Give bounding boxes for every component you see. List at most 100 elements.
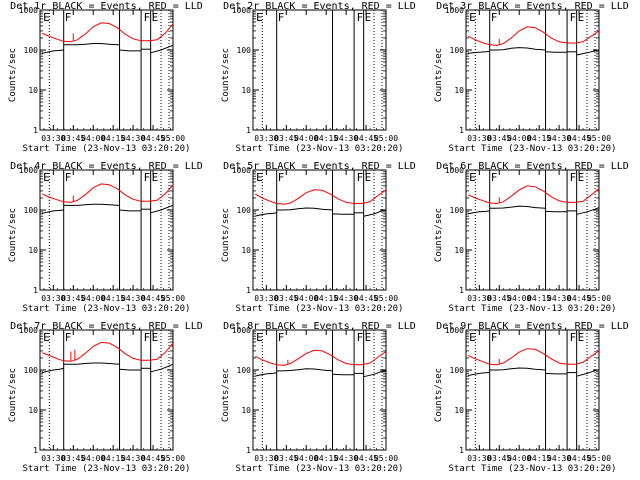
event-marker-label: F <box>65 11 72 24</box>
x-tick-label: 03:30 <box>41 454 65 463</box>
lld-series-line <box>42 341 174 362</box>
event-marker-label: F <box>144 11 151 24</box>
x-tick-label: 04:15 <box>101 134 125 143</box>
detector-panel: Det 9r BLACK = Events, RED = LLD 1 10 100 10… <box>434 321 629 474</box>
event-marker-label: F <box>278 331 285 344</box>
events-series-line <box>42 367 64 374</box>
y-tick-label: 100 <box>450 206 465 215</box>
panel-title: Det 2r BLACK = Events, RED = LLD <box>223 1 416 12</box>
x-tick-label: 04:45 <box>567 134 591 143</box>
event-marker-label: E <box>578 11 585 24</box>
events-series-line <box>468 210 490 215</box>
y-tick-label: 1 <box>33 446 38 455</box>
events-series-line <box>332 373 355 376</box>
y-tick-label: 1000 <box>445 6 464 15</box>
event-marker-label: E <box>578 171 585 184</box>
y-tick-label: 100 <box>237 366 252 375</box>
y-tick-label: 1000 <box>445 166 464 175</box>
x-tick-label: 04:15 <box>314 134 338 143</box>
x-tick-label: 03:45 <box>61 134 85 143</box>
x-tick-label: 03:45 <box>487 134 511 143</box>
events-series-line <box>150 363 174 373</box>
event-marker-label: F <box>278 11 285 24</box>
x-tick-label: 05:00 <box>161 294 185 303</box>
events-series-line <box>150 44 174 54</box>
x-tick-label: 04:15 <box>527 294 551 303</box>
y-axis-label: Counts/sec <box>434 48 444 102</box>
x-tick-label: 05:00 <box>374 454 398 463</box>
event-marker-label: E <box>256 11 263 24</box>
x-tick-label: 04:30 <box>334 294 358 303</box>
events-series-line <box>489 367 546 371</box>
event-marker-label: F <box>570 171 577 184</box>
x-axis-label: Start Time (23-Nov-13 03:20:20) <box>449 304 617 314</box>
y-tick-label: 10 <box>241 406 251 415</box>
detector-panel: Det 3r BLACK = Events, RED = LLD 1 10 100 10… <box>434 1 629 154</box>
events-series-line <box>255 372 277 377</box>
x-tick-label: 04:45 <box>354 134 378 143</box>
plot-frame <box>39 329 174 451</box>
event-marker-label: F <box>491 331 498 344</box>
event-marker-label: E <box>152 11 159 24</box>
events-series-line <box>576 49 600 56</box>
events-series-line <box>42 209 64 214</box>
x-tick-label: 04:45 <box>141 294 165 303</box>
y-tick-label: 10 <box>454 246 464 255</box>
events-series-line <box>363 369 387 378</box>
panel-title: Det 4r BLACK = Events, RED = LLD <box>10 161 203 172</box>
detector-panel: Det 8r BLACK = Events, RED = LLD 1 10 100 10… <box>221 321 416 474</box>
y-axis-label: Counts/sec <box>8 368 18 422</box>
x-tick-label: 04:45 <box>141 134 165 143</box>
y-axis-label: Counts/sec <box>434 208 444 262</box>
event-marker-label: E <box>578 331 585 344</box>
event-marker-label: E <box>365 331 372 344</box>
event-marker-label: F <box>65 171 72 184</box>
plot-frame <box>39 169 174 291</box>
panel-title: Det 3r BLACK = Events, RED = LLD <box>436 1 629 12</box>
x-axis-label: Start Time (23-Nov-13 03:20:20) <box>236 144 404 154</box>
x-tick-label: 04:30 <box>121 294 145 303</box>
x-tick-label: 03:30 <box>41 134 65 143</box>
x-tick-label: 03:30 <box>467 294 491 303</box>
event-marker-label: E <box>256 331 263 344</box>
x-tick-label: 04:15 <box>314 454 338 463</box>
x-tick-label: 04:15 <box>314 294 338 303</box>
x-tick-label: 04:00 <box>294 294 318 303</box>
y-tick-label: 10 <box>241 86 251 95</box>
events-series-line <box>576 369 600 377</box>
y-tick-label: 1000 <box>445 326 464 335</box>
x-tick-label: 04:30 <box>121 134 145 143</box>
detector-panel: Det 5r BLACK = Events, RED = LLD 1 10 100 10… <box>221 161 416 314</box>
x-tick-label: 05:00 <box>374 134 398 143</box>
x-tick-label: 04:00 <box>507 134 531 143</box>
plot-frame <box>252 329 387 451</box>
plot-frame <box>465 329 600 451</box>
y-tick-label: 1000 <box>232 326 251 335</box>
x-tick-label: 03:30 <box>467 134 491 143</box>
plot-frame <box>465 169 600 291</box>
x-axis-label: Start Time (23-Nov-13 03:20:20) <box>23 464 191 474</box>
event-marker-label: E <box>43 331 50 344</box>
event-marker-label: F <box>491 11 498 24</box>
lld-series-line <box>254 349 387 366</box>
y-tick-label: 10 <box>28 86 38 95</box>
x-tick-label: 05:00 <box>161 134 185 143</box>
event-marker-label: F <box>357 11 364 24</box>
y-tick-label: 100 <box>450 366 465 375</box>
x-tick-label: 04:30 <box>547 134 571 143</box>
y-tick-label: 10 <box>28 406 38 415</box>
events-series-line <box>42 49 64 54</box>
y-tick-label: 1000 <box>19 326 38 335</box>
x-axis-label: Start Time (23-Nov-13 03:20:20) <box>236 464 404 474</box>
detector-panel: Det 1r BLACK = Events, RED = LLD 1 10 100 10… <box>8 1 203 154</box>
x-tick-label: 04:45 <box>567 294 591 303</box>
x-axis-label: Start Time (23-Nov-13 03:20:20) <box>23 304 191 314</box>
y-tick-label: 10 <box>454 86 464 95</box>
x-axis-label: Start Time (23-Nov-13 03:20:20) <box>449 464 617 474</box>
panel-title: Det 5r BLACK = Events, RED = LLD <box>223 161 416 172</box>
y-axis-label: Counts/sec <box>8 48 18 102</box>
x-axis-label: Start Time (23-Nov-13 03:20:20) <box>449 144 617 154</box>
y-tick-label: 1000 <box>232 166 251 175</box>
y-tick-label: 10 <box>241 246 251 255</box>
